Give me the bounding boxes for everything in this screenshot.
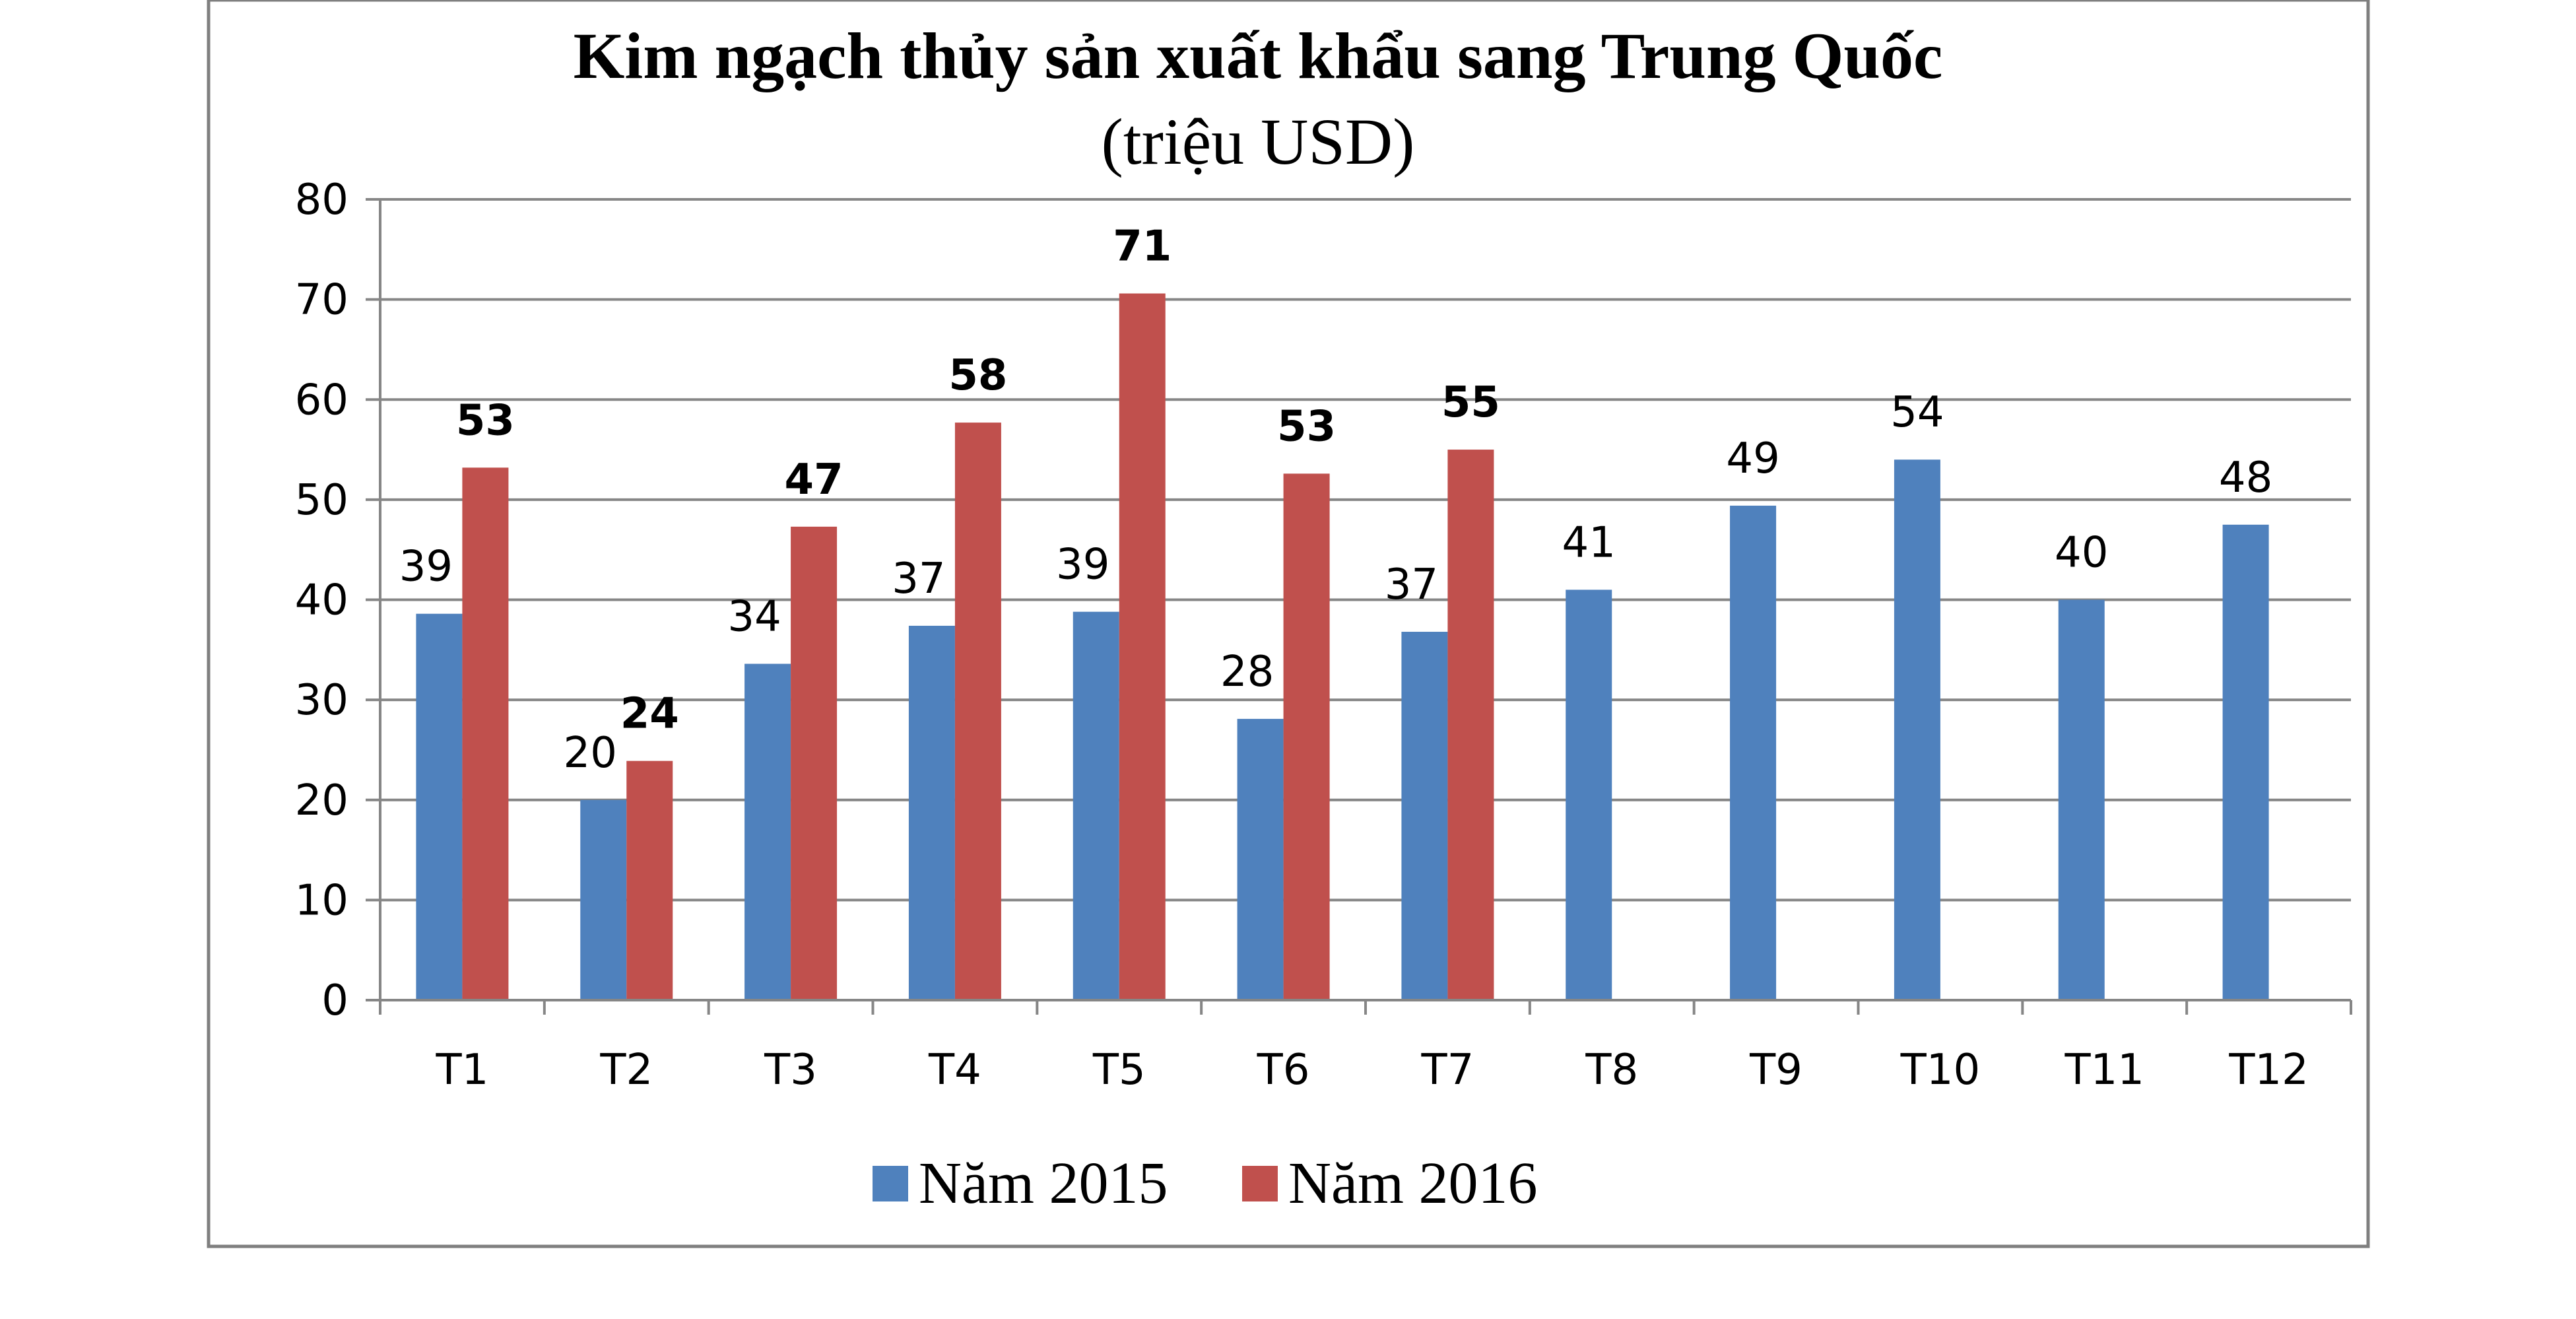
bar-2015 <box>1566 590 1612 1000</box>
data-label-2015: 41 <box>1562 518 1616 567</box>
bar-2015 <box>580 799 627 1000</box>
y-tick-label: 30 <box>295 676 348 725</box>
data-label-2016: 24 <box>620 690 679 739</box>
data-label-2016: 53 <box>1277 402 1336 451</box>
bar-2016 <box>462 467 509 1000</box>
bar-2016 <box>791 526 838 1000</box>
bar-2015 <box>1894 459 1940 1000</box>
bar-2015 <box>908 625 955 1000</box>
y-tick-label: 40 <box>295 576 348 625</box>
x-category-label: T7 <box>1421 1046 1474 1095</box>
chart-title: Kim ngạch thủy sản xuất khẩu sang Trung … <box>574 19 1943 92</box>
data-label-2016: 47 <box>785 456 843 504</box>
y-tick-label: 0 <box>321 976 348 1025</box>
y-tick-label: 20 <box>295 776 348 825</box>
x-category-label: T12 <box>2228 1046 2309 1095</box>
bar-2015 <box>2222 524 2269 1000</box>
data-label-2015: 40 <box>2055 529 2108 578</box>
data-label-2015: 20 <box>564 729 617 778</box>
x-category-label: T2 <box>599 1046 653 1095</box>
legend-label-2016: Năm 2016 <box>1288 1151 1537 1216</box>
data-label-2015: 39 <box>399 543 453 592</box>
bar-2016 <box>1119 293 1166 1001</box>
data-label-2015: 28 <box>1220 648 1274 696</box>
gridlines <box>380 198 2351 902</box>
legend-item-2016: Năm 2016 <box>1242 1151 1537 1216</box>
x-category-label: T5 <box>1092 1046 1146 1095</box>
x-category-label: T8 <box>1585 1046 1638 1095</box>
bar-2015 <box>1401 632 1448 1000</box>
y-tick-label: 10 <box>295 876 348 925</box>
legend-swatch-2016 <box>1242 1166 1278 1201</box>
bar-2015 <box>1237 718 1284 1000</box>
data-label-2016: 55 <box>1441 378 1500 427</box>
bar-2015 <box>2058 599 2105 1000</box>
x-axis-categories: T1 T2 T3 T4 T5 T6 T7 T8 T9 T10 T11 T12 <box>436 1046 2309 1095</box>
data-labels: 39 20 34 37 39 28 37 41 49 54 40 48 53 24 47 58 71 53 55 <box>399 222 2273 778</box>
data-label-2015: 37 <box>892 555 945 603</box>
legend-item-2015: Năm 2015 <box>873 1151 1168 1216</box>
bar-2015 <box>1073 611 1119 1000</box>
y-axis-ticks: 0 10 20 30 40 50 60 70 80 <box>295 176 380 1025</box>
bar-2016 <box>954 423 1001 1000</box>
data-label-2015: 39 <box>1056 541 1109 590</box>
data-label-2015: 54 <box>1890 388 1944 437</box>
x-category-label: T11 <box>2064 1046 2144 1095</box>
y-tick-label: 60 <box>295 376 348 424</box>
data-label-2015: 48 <box>2219 454 2272 502</box>
x-category-label: T9 <box>1749 1046 1802 1095</box>
legend-label-2015: Năm 2015 <box>919 1151 1168 1216</box>
data-label-2015: 49 <box>1726 434 1779 483</box>
data-label-2015: 37 <box>1385 560 1438 609</box>
data-label-2015: 34 <box>727 593 781 642</box>
bar-2015 <box>1730 505 1777 1000</box>
x-category-label: T1 <box>436 1046 489 1095</box>
chart-subtitle: (triệu USD) <box>1102 105 1415 178</box>
bar-2015 <box>416 613 463 1000</box>
x-category-label: T10 <box>1900 1046 1981 1095</box>
bar-2016 <box>626 761 673 1000</box>
legend: Năm 2015 Năm 2016 <box>873 1151 1537 1216</box>
legend-swatch-2015 <box>873 1166 908 1201</box>
bar-2016 <box>1283 473 1330 1000</box>
bars <box>416 293 2269 1001</box>
x-category-label: T6 <box>1257 1046 1310 1095</box>
x-category-label: T3 <box>764 1046 817 1095</box>
y-tick-label: 50 <box>295 476 348 525</box>
data-label-2016: 71 <box>1113 222 1172 271</box>
bar-2016 <box>1447 450 1494 1000</box>
x-category-label: T4 <box>928 1046 981 1095</box>
data-label-2016: 53 <box>456 396 515 445</box>
y-tick-label: 70 <box>295 276 348 325</box>
axes <box>379 199 2352 1015</box>
data-label-2016: 58 <box>948 351 1007 400</box>
bar-2015 <box>744 663 791 1000</box>
y-tick-label: 80 <box>295 176 348 224</box>
